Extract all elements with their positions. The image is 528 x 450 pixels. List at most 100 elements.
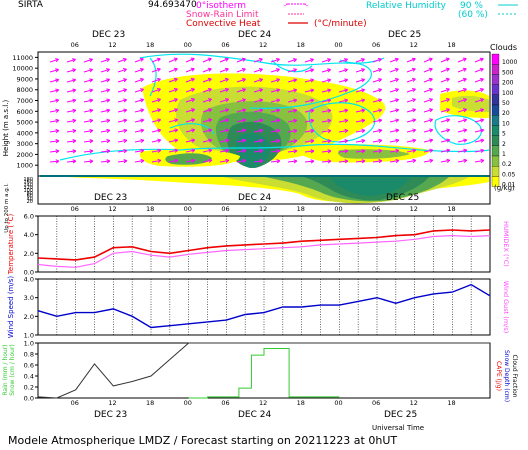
wind-arrow-head — [480, 159, 485, 163]
wind-arrow — [202, 129, 212, 133]
temperature-line — [37, 229, 491, 261]
wind-arrow — [372, 139, 382, 143]
wind-arrow-head — [276, 68, 280, 73]
wind-arrow — [151, 119, 161, 123]
wind-arrow-head — [140, 129, 145, 133]
wind-arrow-head — [191, 108, 195, 113]
colorbar-label: 500 — [502, 69, 514, 76]
wind-arrow-head — [174, 119, 179, 123]
wind-arrow — [372, 150, 382, 153]
wind-arrow — [117, 119, 127, 123]
wind-arrow-head — [225, 78, 229, 82]
wind-arrow — [457, 139, 467, 143]
wind-arrow — [355, 78, 365, 83]
wind-arrow-head — [106, 140, 111, 144]
wind-arrow — [321, 119, 331, 123]
wind-arrow — [338, 119, 348, 123]
colorbar-label: 1 — [502, 151, 506, 158]
wind-arrow-head — [310, 140, 315, 144]
wind-arrow-head — [242, 68, 246, 72]
wind-arrow — [49, 119, 59, 123]
wind-arrow-head — [276, 129, 281, 133]
wind-arrow — [287, 58, 297, 63]
wind-arrow-head — [123, 89, 128, 93]
cloud-y-ticks: 1000 2000 3000 4000 5000 6000 7000 8000 9000 1000… — [12, 54, 38, 205]
wind-arrow — [270, 119, 280, 123]
wind-arrow-head — [480, 149, 485, 153]
wind-arrow-head — [310, 150, 315, 154]
wind-arrow — [321, 109, 331, 113]
wind-arrow — [270, 68, 280, 73]
station-code: 94.693470 — [148, 0, 197, 10]
wind-speed-line — [37, 283, 491, 329]
colorbar-swatch — [491, 64, 500, 75]
low-y-tick-label: 140 — [23, 182, 33, 188]
wind-arrow — [338, 68, 348, 73]
wind-arrow-head — [344, 140, 349, 144]
hour-tick-label: 06 — [71, 41, 79, 49]
wind-arrow-head — [72, 99, 77, 103]
wind-arrow-head — [378, 150, 383, 154]
wind-arrow-head — [89, 79, 94, 83]
wind-arrow — [423, 88, 433, 93]
wind-arrow — [168, 88, 178, 93]
gust-y-label: Wind Gust (m/s) — [502, 281, 510, 334]
hour-tick-label: 00 — [334, 205, 342, 213]
wind-arrow-head — [446, 119, 451, 123]
wind-arrow — [134, 58, 144, 63]
wind-arrow-head — [276, 150, 281, 154]
wind-arrow — [202, 98, 212, 103]
wind-arrow — [372, 68, 382, 73]
low-y-tick-label: 160 — [23, 180, 33, 186]
wind-arrow-head — [259, 119, 264, 123]
wind-arrow — [457, 149, 467, 153]
wind-arrow-head — [446, 129, 451, 133]
humidex-y-label: HUMIDEX (°C) — [502, 221, 510, 267]
wind-arrow — [168, 108, 178, 113]
wind-arrow-head — [225, 68, 229, 72]
wind-arrow-head — [429, 159, 434, 163]
wind-arrow-head — [225, 159, 230, 163]
wind-arrow-head — [106, 129, 111, 133]
snowdepth-y-label: Snow Depth (cm) — [503, 350, 510, 402]
wind-arrow-head — [327, 58, 331, 63]
wind-arrow-head — [446, 159, 451, 163]
wind-arrow-head — [123, 160, 128, 164]
wind-arrow — [440, 88, 450, 93]
wind-arrow-head — [174, 139, 179, 143]
wind-arrow — [440, 139, 450, 143]
wind-arrow-head — [89, 140, 94, 144]
wind-arrow-head — [89, 89, 94, 93]
wind-arrow-head — [276, 109, 281, 113]
wind-arrow — [457, 88, 467, 93]
wind-arrow-head — [361, 68, 365, 73]
wind-arrow-head — [429, 88, 433, 92]
wind-arrow — [151, 109, 161, 113]
wind-arrow-head — [395, 139, 400, 143]
wind-arrow-head — [191, 139, 196, 143]
wind-arrow-head — [412, 159, 417, 163]
wind-arrow — [151, 139, 161, 143]
wind-arrow — [338, 109, 348, 113]
wind-arrow-head — [344, 150, 349, 154]
wind-arrow — [440, 98, 450, 103]
wind-arrow — [406, 149, 416, 153]
y-tick-label: 1.0 — [24, 332, 34, 340]
wind-arrow — [372, 129, 382, 133]
legend-isotherm: 0°isotherm — [196, 1, 246, 11]
y-tick-label: 7000 — [16, 97, 33, 105]
wind-arrow — [151, 149, 161, 153]
wind-arrow — [338, 99, 348, 103]
wind-arrow — [168, 139, 178, 143]
wind-arrow — [474, 68, 484, 73]
wind-arrow-head — [72, 109, 77, 113]
wind-arrow — [168, 58, 178, 63]
wind-arrow-head — [140, 160, 145, 164]
wind-arrow — [389, 68, 399, 73]
day-label-mid-3: DEC 25 — [386, 193, 419, 203]
wind-arrow-head — [310, 160, 315, 164]
wind-arrow-head — [191, 78, 195, 82]
low-y-tick-label: 80 — [27, 191, 33, 197]
wind-arrow — [117, 78, 127, 83]
hour-tick-label: 18 — [447, 399, 455, 407]
